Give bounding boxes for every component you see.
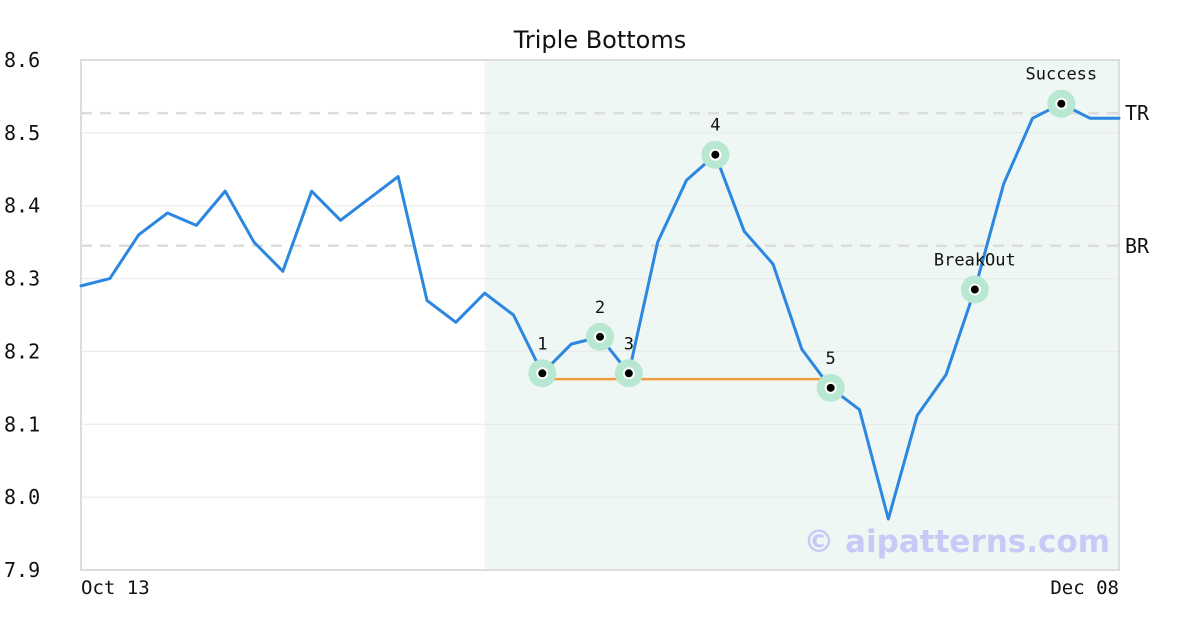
marker-dot-5 (826, 383, 835, 392)
x-tick-end: Dec 08 (1050, 577, 1119, 599)
grid-layer (81, 132, 1119, 498)
level-lines-layer: TR BR (81, 101, 1150, 258)
y-tick-label: 7.9 (4, 558, 40, 582)
level-label-tr: TR (1125, 101, 1150, 125)
x-tick-start: Oct 13 (81, 577, 150, 599)
y-tick-label: 8.1 (4, 412, 40, 436)
y-tick-label: 8.2 (4, 339, 40, 363)
plot-frame (80, 59, 1120, 571)
y-tick-label: 8.3 (4, 267, 40, 291)
y-tick-label: 8.4 (4, 194, 40, 218)
marker-label-3: 3 (624, 334, 634, 354)
pattern-zone (484, 60, 1120, 570)
y-tick-label: 8.6 (4, 48, 40, 72)
marker-dot-3 (624, 369, 633, 378)
marker-dot-2 (596, 332, 604, 341)
watermark: © aipatterns.com (803, 524, 1110, 560)
marker-dot-success (1057, 99, 1066, 108)
marker-label-success: Success (1026, 65, 1098, 85)
marker-label-breakout: BreakOut (934, 251, 1016, 271)
pattern-zone-layer (484, 60, 1120, 570)
y-tick-label: 8.0 (4, 485, 40, 509)
y-axis-ticks: 7.9 8.0 8.1 8.2 8.3 8.4 8.5 8.6 (4, 48, 40, 582)
level-label-br: BR (1125, 234, 1150, 258)
marker-label-5: 5 (826, 349, 836, 369)
marker-label-2: 2 (595, 298, 605, 318)
marker-label-1: 1 (537, 334, 547, 354)
marker-dot-breakout (970, 285, 979, 294)
chart-title: Triple Bottoms (513, 26, 687, 54)
y-tick-label: 8.5 (4, 121, 40, 145)
marker-dot-1 (538, 369, 547, 378)
marker-dot-4 (711, 150, 720, 159)
marker-label-4: 4 (710, 116, 720, 136)
